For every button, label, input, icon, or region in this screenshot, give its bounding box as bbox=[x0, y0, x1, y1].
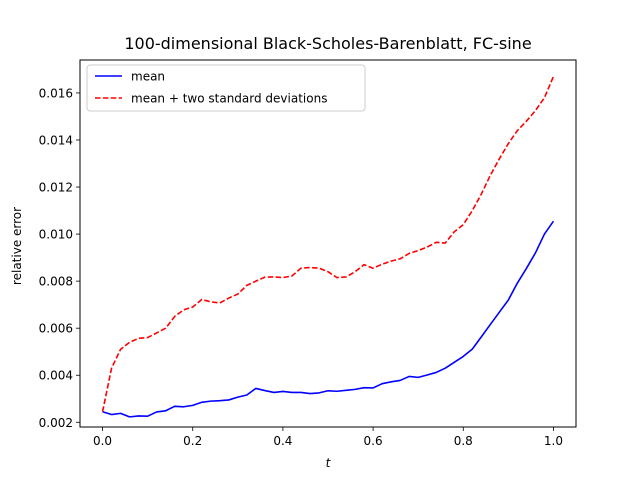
axes-layer: 0.0 0.2 0.4 0.6 0.8 1.0 0.002 0.004 0.006 0.008 0.… bbox=[39, 59, 577, 448]
x-tick-label: 0.8 bbox=[454, 434, 473, 448]
y-axis-label: relative error bbox=[10, 207, 24, 285]
x-tick-label: 0.6 bbox=[364, 434, 383, 448]
x-tick-label: 0.0 bbox=[93, 434, 112, 448]
y-tick-label: 0.006 bbox=[39, 322, 73, 336]
plot-layer bbox=[101, 76, 555, 418]
y-tick-label: 0.014 bbox=[39, 133, 73, 147]
axes-frame bbox=[79, 59, 577, 428]
y-tick-label: 0.010 bbox=[39, 228, 73, 242]
chart-title: 100-dimensional Black-Scholes-Barenblatt… bbox=[124, 34, 531, 53]
series-line-mean bbox=[102, 220, 555, 418]
legend-label-mean: mean bbox=[131, 70, 165, 84]
y-tick-label: 0.004 bbox=[39, 369, 73, 383]
legend-label-mean-plus-two-std: mean + two standard deviations bbox=[131, 92, 327, 106]
series-line-mean-plus-two-std bbox=[101, 76, 555, 412]
x-tick-label: 1.0 bbox=[544, 434, 563, 448]
x-tick-label: 0.2 bbox=[183, 434, 202, 448]
y-tick-label: 0.008 bbox=[39, 275, 73, 289]
y-tick-label: 0.002 bbox=[39, 416, 73, 430]
x-axis-label: t bbox=[326, 456, 332, 470]
legend-frame bbox=[86, 64, 366, 112]
y-tick-label: 0.012 bbox=[39, 181, 73, 195]
x-tick-label: 0.4 bbox=[273, 434, 292, 448]
y-tick-label: 0.016 bbox=[39, 86, 73, 100]
legend: mean mean + two standard deviations bbox=[86, 64, 366, 112]
